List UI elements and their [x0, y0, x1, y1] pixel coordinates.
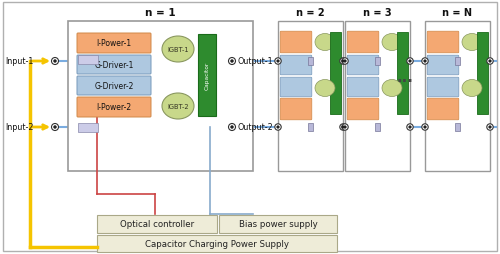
Circle shape: [488, 60, 492, 63]
Text: ...: ...: [396, 70, 413, 85]
Bar: [198, 35, 216, 117]
Bar: [375, 123, 380, 132]
Circle shape: [344, 60, 346, 63]
Circle shape: [342, 59, 348, 65]
Text: I-Power-2: I-Power-2: [96, 103, 132, 112]
Bar: [477, 33, 488, 115]
Text: Input-2: Input-2: [5, 123, 34, 132]
FancyBboxPatch shape: [280, 78, 312, 98]
Circle shape: [422, 124, 428, 131]
Circle shape: [276, 126, 280, 129]
Ellipse shape: [382, 34, 402, 51]
Bar: [219, 215, 337, 233]
Circle shape: [52, 124, 59, 131]
Bar: [425, 22, 490, 171]
Circle shape: [340, 59, 346, 65]
Bar: [455, 58, 460, 66]
Circle shape: [54, 60, 56, 63]
Ellipse shape: [315, 34, 335, 51]
FancyBboxPatch shape: [280, 32, 312, 54]
FancyBboxPatch shape: [427, 78, 459, 98]
Text: Output-1: Output-1: [238, 57, 274, 66]
FancyBboxPatch shape: [77, 77, 151, 96]
FancyBboxPatch shape: [77, 34, 151, 54]
FancyBboxPatch shape: [427, 99, 459, 120]
Circle shape: [275, 59, 281, 65]
Circle shape: [228, 124, 235, 131]
FancyBboxPatch shape: [280, 99, 312, 120]
Ellipse shape: [162, 37, 194, 63]
Text: TR2: TR2: [83, 125, 93, 131]
FancyBboxPatch shape: [347, 56, 379, 75]
Bar: [397, 33, 408, 115]
Text: n = 2: n = 2: [296, 8, 325, 18]
Ellipse shape: [162, 94, 194, 120]
Text: Capacitor: Capacitor: [204, 62, 210, 90]
Circle shape: [228, 58, 235, 65]
Bar: [375, 58, 380, 66]
Circle shape: [408, 126, 412, 129]
Circle shape: [230, 126, 234, 129]
Text: Output-2: Output-2: [238, 123, 274, 132]
Text: n = 3: n = 3: [363, 8, 392, 18]
FancyBboxPatch shape: [77, 98, 151, 118]
FancyBboxPatch shape: [427, 32, 459, 54]
Bar: [97, 215, 217, 233]
Bar: [278, 22, 343, 171]
Circle shape: [408, 60, 412, 63]
Text: Input-1: Input-1: [5, 57, 34, 66]
Bar: [330, 33, 341, 115]
Text: IGBT-2: IGBT-2: [167, 104, 189, 109]
FancyBboxPatch shape: [347, 99, 379, 120]
Ellipse shape: [315, 80, 335, 97]
Text: Bias power supply: Bias power supply: [238, 220, 318, 229]
Bar: [78, 123, 98, 133]
Circle shape: [342, 124, 348, 131]
Circle shape: [340, 124, 346, 131]
Bar: [68, 22, 253, 171]
Text: n = N: n = N: [442, 8, 472, 18]
Circle shape: [424, 60, 426, 63]
Circle shape: [487, 124, 493, 131]
Bar: [78, 56, 98, 65]
Circle shape: [54, 126, 56, 129]
Circle shape: [276, 60, 280, 63]
Bar: [345, 22, 410, 171]
Circle shape: [407, 124, 413, 131]
Circle shape: [344, 126, 346, 129]
Circle shape: [275, 124, 281, 131]
Text: I-Power-1: I-Power-1: [96, 39, 132, 48]
Ellipse shape: [382, 80, 402, 97]
Ellipse shape: [462, 80, 482, 97]
Text: n = 1: n = 1: [145, 8, 176, 18]
Text: G-Driver-2: G-Driver-2: [94, 82, 134, 91]
Circle shape: [424, 126, 426, 129]
Text: G-Driver-1: G-Driver-1: [94, 61, 134, 70]
FancyBboxPatch shape: [347, 78, 379, 98]
Circle shape: [52, 58, 59, 65]
Bar: [455, 123, 460, 132]
Bar: [97, 235, 337, 252]
Ellipse shape: [462, 34, 482, 51]
Bar: [308, 123, 313, 132]
Bar: [308, 58, 313, 66]
Text: TR1: TR1: [83, 58, 93, 63]
FancyBboxPatch shape: [77, 56, 151, 75]
Text: Optical controller: Optical controller: [120, 220, 194, 229]
Text: Capacitor Charging Power Supply: Capacitor Charging Power Supply: [145, 239, 289, 248]
FancyBboxPatch shape: [427, 56, 459, 75]
Circle shape: [230, 60, 234, 63]
Circle shape: [407, 59, 413, 65]
Text: IGBT-1: IGBT-1: [167, 47, 189, 53]
FancyBboxPatch shape: [347, 32, 379, 54]
Circle shape: [487, 59, 493, 65]
FancyBboxPatch shape: [280, 56, 312, 75]
Circle shape: [422, 59, 428, 65]
Circle shape: [342, 60, 344, 63]
Circle shape: [488, 126, 492, 129]
Circle shape: [342, 126, 344, 129]
